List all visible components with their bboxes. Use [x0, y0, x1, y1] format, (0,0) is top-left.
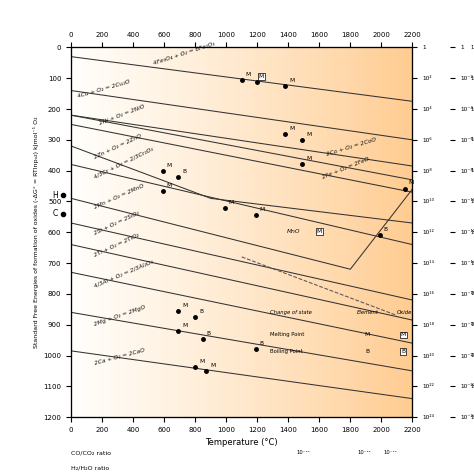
Text: 10⁻²: 10⁻²: [470, 76, 474, 81]
Text: M: M: [409, 181, 414, 185]
Text: M: M: [289, 126, 294, 131]
Text: M: M: [210, 363, 215, 368]
Text: M: M: [246, 72, 251, 77]
Text: 10⁻¹²: 10⁻¹²: [470, 230, 474, 235]
Text: M: M: [199, 359, 204, 364]
Text: B: B: [365, 349, 369, 355]
Text: 10⁻¹⁴: 10⁻¹⁴: [296, 450, 310, 456]
Text: M: M: [166, 163, 172, 168]
Text: B: B: [401, 349, 405, 355]
Text: M: M: [289, 78, 294, 83]
Text: B: B: [199, 309, 203, 314]
Text: 4/3Al + O₂ = 2/3Al₂O₃: 4/3Al + O₂ = 2/3Al₂O₃: [93, 259, 154, 289]
Text: C: C: [53, 210, 58, 218]
Text: B: B: [207, 330, 211, 336]
Text: Element: Element: [356, 310, 378, 316]
Text: M: M: [401, 332, 406, 337]
Text: 10⁻⁶: 10⁻⁶: [470, 137, 474, 142]
Text: 10⁻¹⁸: 10⁻¹⁸: [470, 322, 474, 327]
Text: 10⁻⁴: 10⁻⁴: [470, 107, 474, 111]
Text: 10⁻¹⁰: 10⁻¹⁰: [383, 450, 397, 456]
Text: Change of state: Change of state: [270, 310, 311, 316]
Text: Oxide: Oxide: [397, 310, 412, 316]
Text: 10⁻¹⁶: 10⁻¹⁶: [470, 292, 474, 296]
Text: 4Cu + O₂ = 2Cu₂O: 4Cu + O₂ = 2Cu₂O: [77, 79, 130, 99]
Text: 2Mn + O₂ = 2MnO: 2Mn + O₂ = 2MnO: [93, 183, 145, 210]
Text: M: M: [260, 207, 264, 212]
Text: 10⁻²⁴: 10⁻²⁴: [470, 415, 474, 419]
Text: 2Ni + O₂ = 2NiO: 2Ni + O₂ = 2NiO: [98, 104, 145, 126]
Text: 2Ti + O₂ = 2TiO₂: 2Ti + O₂ = 2TiO₂: [93, 232, 140, 258]
Text: 2Ca + O₂ = 2CaO: 2Ca + O₂ = 2CaO: [94, 347, 145, 365]
Text: M: M: [317, 229, 322, 234]
Text: M: M: [365, 332, 370, 337]
Text: 4Fe₃O₄ + O₂ = 6Fe₂O₃: 4Fe₃O₄ + O₂ = 6Fe₂O₃: [153, 41, 216, 66]
Text: B: B: [260, 341, 264, 346]
Text: Boiling Point: Boiling Point: [270, 349, 302, 355]
Text: M: M: [259, 74, 264, 79]
Text: M: M: [306, 132, 311, 137]
Text: 10⁻⁸: 10⁻⁸: [470, 168, 474, 173]
Text: B: B: [383, 228, 388, 232]
Text: 10⁻²²: 10⁻²²: [470, 384, 474, 389]
Text: Melting Point: Melting Point: [270, 332, 304, 337]
Text: H: H: [53, 191, 58, 200]
Text: CO/CO₂ ratio: CO/CO₂ ratio: [71, 450, 111, 456]
Text: B: B: [182, 169, 186, 174]
Text: M: M: [166, 182, 172, 188]
Text: MnO: MnO: [287, 229, 301, 234]
Text: 2Zn + O₂ = 2ZnO: 2Zn + O₂ = 2ZnO: [93, 134, 143, 160]
Text: M: M: [182, 323, 187, 328]
Y-axis label: Standard Free Energies of formation of oxides (-ΔG° = RTlnpₒ₂) kJmol⁻¹ O₂: Standard Free Energies of formation of o…: [33, 117, 39, 348]
Text: 2Si + O₂ = 2SiO₂: 2Si + O₂ = 2SiO₂: [93, 210, 140, 236]
Text: 10⁻¹⁴: 10⁻¹⁴: [470, 261, 474, 265]
Text: 2Fe + O₂ = 2FeO: 2Fe + O₂ = 2FeO: [321, 156, 370, 180]
Text: H₂/H₂O ratio: H₂/H₂O ratio: [71, 465, 109, 470]
Text: 4/3Cr + O₂ = 2/3Cr₂O₃: 4/3Cr + O₂ = 2/3Cr₂O₃: [93, 146, 155, 180]
Text: M: M: [182, 303, 187, 308]
Text: 2Co + O₂ = 2CoO: 2Co + O₂ = 2CoO: [326, 137, 377, 157]
X-axis label: Temperature (°C): Temperature (°C): [205, 438, 278, 447]
Text: 2Mg + O₂ = 2MgO: 2Mg + O₂ = 2MgO: [93, 305, 146, 327]
Text: 10⁻¹²: 10⁻¹²: [358, 450, 372, 456]
Text: M: M: [228, 200, 234, 205]
Text: M: M: [306, 156, 311, 162]
Text: 10⁻¹⁰: 10⁻¹⁰: [470, 199, 474, 204]
Text: 10⁻²⁰: 10⁻²⁰: [470, 353, 474, 358]
Text: 1: 1: [470, 45, 474, 50]
